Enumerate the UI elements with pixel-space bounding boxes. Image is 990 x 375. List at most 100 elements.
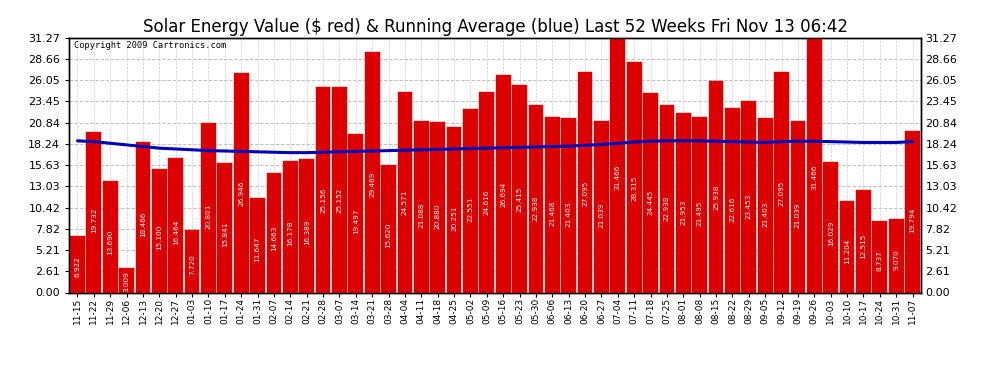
Text: 14.663: 14.663 [271, 226, 277, 251]
Text: 20.880: 20.880 [435, 203, 441, 229]
Bar [807, 36, 822, 292]
Bar [856, 190, 871, 292]
Text: 25.152: 25.152 [337, 188, 343, 213]
Bar [709, 81, 724, 292]
Text: 28.315: 28.315 [632, 176, 638, 201]
Text: 21.468: 21.468 [549, 201, 555, 226]
Text: 16.389: 16.389 [304, 220, 310, 245]
Text: 21.403: 21.403 [565, 201, 571, 226]
Text: 21.403: 21.403 [762, 201, 768, 226]
Bar [676, 114, 691, 292]
Text: 25.156: 25.156 [320, 188, 326, 213]
Text: 24.616: 24.616 [484, 189, 490, 215]
Bar [348, 134, 363, 292]
Text: 25.415: 25.415 [517, 186, 523, 212]
Text: 15.620: 15.620 [385, 222, 392, 248]
Bar [561, 118, 576, 292]
Text: 15.841: 15.841 [222, 222, 228, 247]
Bar [136, 142, 150, 292]
Bar [889, 219, 904, 292]
Text: 11.647: 11.647 [254, 237, 260, 262]
Bar [594, 121, 609, 292]
Bar [381, 165, 396, 292]
Bar [512, 85, 527, 292]
Bar [185, 230, 199, 292]
Bar [316, 87, 331, 292]
Text: 9.070: 9.070 [893, 249, 899, 270]
Bar [266, 173, 281, 292]
Text: 12.515: 12.515 [860, 234, 866, 259]
Text: 22.616: 22.616 [730, 197, 736, 222]
Bar [644, 93, 658, 292]
Bar [332, 87, 346, 292]
Bar [692, 117, 707, 292]
Text: 16.178: 16.178 [287, 220, 293, 246]
Bar [86, 132, 101, 292]
Text: 19.794: 19.794 [910, 207, 916, 232]
Text: 15.100: 15.100 [156, 224, 162, 250]
Text: 27.095: 27.095 [778, 180, 784, 206]
Bar [529, 105, 544, 292]
Text: 21.039: 21.039 [598, 202, 605, 228]
Bar [431, 122, 446, 292]
Bar [544, 117, 559, 292]
Bar [201, 123, 216, 292]
Bar [791, 121, 805, 292]
Bar [479, 92, 494, 292]
Bar [70, 236, 85, 292]
Text: 20.251: 20.251 [451, 206, 457, 231]
Text: 21.039: 21.039 [795, 202, 801, 228]
Text: 24.571: 24.571 [402, 190, 408, 215]
Text: 21.953: 21.953 [680, 199, 686, 225]
Text: 8.737: 8.737 [877, 250, 883, 271]
Text: 22.938: 22.938 [664, 196, 670, 221]
Text: 29.469: 29.469 [369, 172, 375, 197]
Bar [283, 160, 298, 292]
Bar [463, 109, 478, 292]
Bar [742, 101, 756, 292]
Bar [627, 62, 642, 292]
Text: 22.938: 22.938 [533, 196, 539, 221]
Text: 11.204: 11.204 [844, 239, 850, 264]
Text: 19.497: 19.497 [352, 208, 358, 234]
Bar [218, 164, 233, 292]
Text: 31.466: 31.466 [811, 164, 818, 190]
Bar [398, 92, 412, 292]
Text: 16.029: 16.029 [828, 221, 834, 246]
Text: 18.466: 18.466 [140, 212, 146, 237]
Bar [103, 181, 118, 292]
Bar [872, 221, 887, 292]
Bar [659, 105, 674, 292]
Text: 31.466: 31.466 [615, 164, 621, 190]
Text: 26.946: 26.946 [239, 181, 245, 206]
Text: 7.720: 7.720 [189, 254, 195, 274]
Bar [824, 162, 838, 292]
Bar [840, 201, 854, 292]
Text: 21.088: 21.088 [419, 202, 425, 228]
Bar [611, 36, 625, 292]
Text: 22.551: 22.551 [467, 197, 473, 222]
Bar [250, 198, 265, 292]
Bar [757, 118, 772, 292]
Bar [725, 108, 740, 292]
Bar [905, 131, 920, 292]
Text: 24.445: 24.445 [647, 190, 653, 216]
Bar [446, 128, 461, 292]
Text: 19.732: 19.732 [91, 207, 97, 233]
Text: 26.694: 26.694 [500, 182, 506, 207]
Text: 16.464: 16.464 [172, 219, 179, 245]
Bar [152, 170, 166, 292]
Bar [774, 72, 789, 292]
Text: 27.095: 27.095 [582, 180, 588, 206]
Bar [299, 159, 314, 292]
Bar [365, 52, 379, 292]
Bar [496, 75, 511, 292]
Text: 21.495: 21.495 [697, 201, 703, 226]
Text: Copyright 2009 Cartronics.com: Copyright 2009 Cartronics.com [73, 41, 226, 50]
Title: Solar Energy Value ($ red) & Running Average (blue) Last 52 Weeks Fri Nov 13 06:: Solar Energy Value ($ red) & Running Ave… [143, 18, 847, 36]
Text: 25.938: 25.938 [713, 184, 719, 210]
Bar [414, 120, 429, 292]
Bar [168, 158, 183, 292]
Bar [234, 73, 248, 292]
Bar [119, 268, 134, 292]
